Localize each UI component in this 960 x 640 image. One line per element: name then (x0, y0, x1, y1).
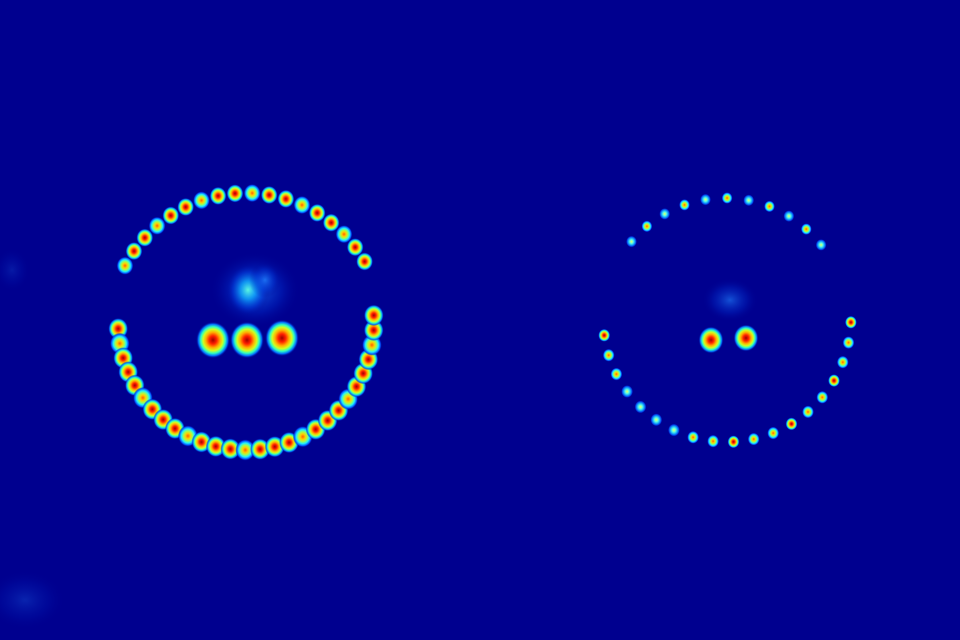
left-pattern (108, 183, 384, 461)
ring-spot (800, 223, 812, 236)
ring-spot (700, 193, 711, 206)
right-central-haze (702, 278, 758, 322)
ring-spot (363, 319, 384, 342)
central-spot (196, 321, 230, 359)
ring-spot (136, 228, 154, 247)
ring-spot (598, 328, 611, 342)
ring-spot (621, 385, 634, 398)
ring-spot (177, 197, 195, 217)
ring-spot (727, 435, 740, 449)
ring-spot (220, 438, 241, 460)
ring-spot (250, 438, 271, 461)
ring-spot (322, 213, 340, 232)
ring-spot (293, 195, 311, 215)
central-spot (733, 324, 759, 352)
noise-blotch (0, 570, 65, 630)
left-ring-upper (116, 183, 374, 275)
ring-spot (260, 185, 278, 205)
ring-spot (679, 199, 690, 211)
left-central-haze-side (249, 262, 281, 298)
ring-spot (235, 439, 256, 461)
left-central-spots (196, 319, 299, 359)
central-spot (698, 326, 724, 354)
ring-spot (308, 203, 326, 223)
ring-spot (335, 225, 353, 244)
ring-spot (602, 348, 615, 362)
ring-spot (610, 367, 623, 381)
ring-spot (162, 206, 180, 225)
ring-spot (148, 216, 166, 235)
ring-spot (783, 210, 795, 223)
ring-spot (844, 315, 857, 329)
right-ring-lower (598, 315, 857, 449)
ring-spot (816, 390, 829, 404)
left-ring-lower (108, 304, 384, 461)
ring-spot (650, 413, 663, 427)
ring-spot (634, 400, 647, 414)
ring-spot (836, 355, 849, 369)
ring-spot (767, 426, 780, 440)
ring-spot (764, 200, 775, 213)
ring-spot (277, 189, 295, 209)
ring-spot (626, 235, 637, 248)
ring-spot (209, 186, 227, 206)
ring-spot (828, 374, 840, 388)
ring-spot (116, 256, 134, 275)
ring-spot (842, 336, 855, 350)
right-pattern (598, 192, 857, 449)
ring-spot (243, 183, 261, 203)
ring-spot (363, 304, 384, 327)
ring-spot (802, 405, 814, 419)
ring-spot (747, 432, 760, 446)
ring-spot (743, 194, 755, 207)
ring-spot (721, 192, 733, 204)
ring-spot (659, 208, 671, 220)
ring-spot (785, 417, 798, 431)
right-ring-upper (626, 192, 827, 251)
ring-spot (815, 239, 827, 251)
central-spot (230, 321, 264, 359)
ring-spot (687, 430, 700, 444)
ring-spot (193, 191, 210, 210)
ring-spot (226, 184, 244, 203)
central-spot (265, 319, 299, 357)
right-central-spots (698, 324, 759, 354)
ring-spot (707, 434, 720, 448)
ring-spot (346, 238, 364, 257)
ring-spot (641, 220, 653, 233)
ring-spot (125, 241, 143, 261)
ring-spot (356, 252, 374, 271)
ring-spot (667, 423, 680, 437)
noise-blotch (0, 248, 30, 292)
